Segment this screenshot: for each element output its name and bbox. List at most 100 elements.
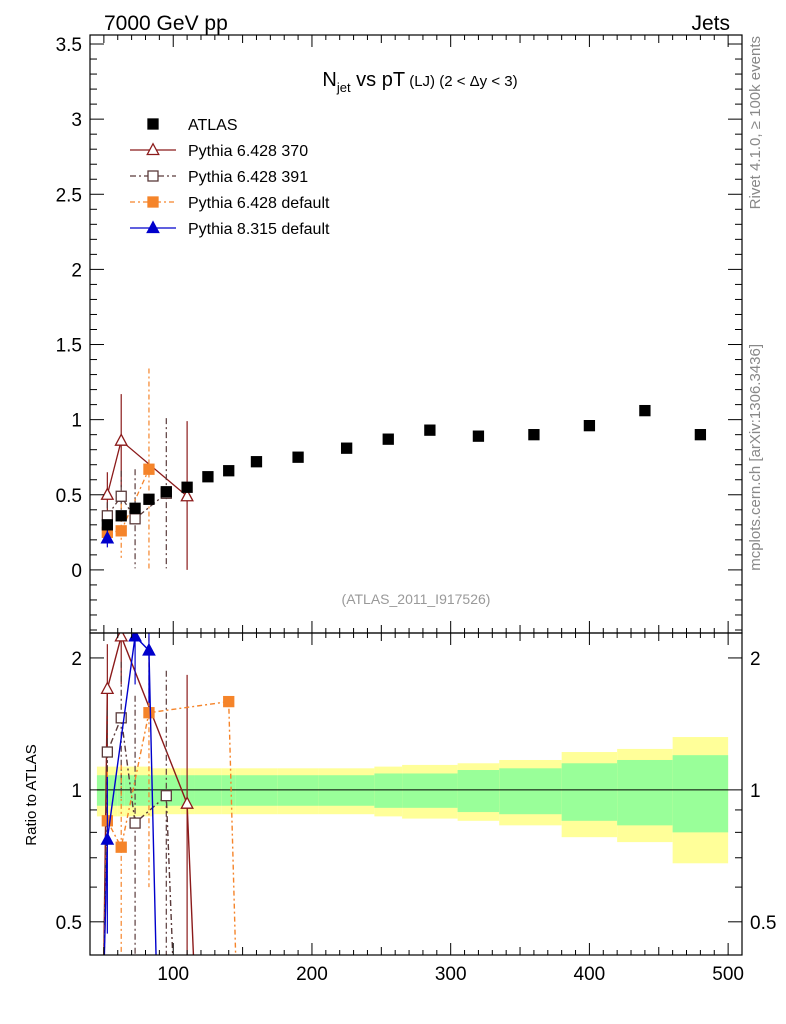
y-tick-label: 1 [71,411,82,432]
legend-label: Pythia 6.428 default [188,195,330,212]
analysis-label: (ATLAS_2011_I917526) [342,591,491,607]
legend-entry: Pythia 6.428 391 [130,169,308,186]
ratio-ticks: 100 200 300 400 500 0.5 0.5 1 1 2 2 [56,633,776,985]
ratio-band-inner [672,755,729,833]
ratio-band-inner [145,775,153,806]
atlas-point [472,430,485,442]
legend-marker [146,142,160,156]
ratio-point-1 [101,746,113,758]
ratio-y-tick-label-right: 2 [750,649,761,670]
ratio-band-inner [617,759,673,826]
legend-label: Pythia 6.428 391 [188,169,308,186]
plot-title-rest: vs pT [351,69,405,91]
ratio-band-inner [277,775,319,806]
atlas-point [115,510,127,522]
atlas-point [223,465,235,477]
series-point-2 [115,525,127,537]
series-point-0 [114,433,129,446]
atlas-point [583,420,596,432]
ratio-point-1 [160,790,172,802]
x-tick-label: 400 [574,964,606,985]
mcplots-label: mcplots.cern.ch [arXiv:1306.3436] [747,344,764,571]
plot-title-main: N [322,69,336,91]
main-marks [100,368,707,570]
legend-label: Pythia 8.315 default [188,221,330,238]
atlas-point [382,433,394,445]
ratio-panel: 100 200 300 400 500 0.5 0.5 1 1 2 2 Ratio to ATLAS [23,632,776,985]
ratio-point-3 [128,633,142,642]
y-tick-label: 3.5 [56,35,82,56]
atlas-point [424,424,436,436]
series-point-0 [180,488,194,502]
atlas-point [143,493,155,505]
ratio-band-inner [561,763,618,821]
series-point-3 [100,530,115,544]
ratio-band-inner [457,770,500,813]
x-tick-label: 200 [296,964,328,985]
rivet-label: Rivet 4.1.0, ≥ 100k events [747,36,764,209]
ratio-y-tick-label: 0.5 [56,913,82,934]
ratio-band-inner [374,773,403,808]
ratio-frame [89,632,743,956]
atlas-point [202,471,214,483]
atlas-point [160,486,172,498]
plot-title: Njet vs pT (LJ) (2 < Δy < 3) [322,69,517,95]
ratio-band-inner [402,773,458,808]
ratio-point-2 [223,695,235,708]
ratio-band-inner [318,775,375,806]
atlas-point [639,404,651,417]
series-point-2 [143,463,155,475]
legend-entry: Pythia 6.428 370 [130,142,308,160]
legend-label: Pythia 6.428 370 [188,143,308,160]
ratio-point-0 [114,633,129,642]
ratio-y-tick-label-right: 1 [750,781,761,802]
legend-marker [147,118,159,130]
header-right: Jets [691,12,730,35]
header-left: 7000 GeV pp [104,12,228,35]
atlas-point [129,502,141,514]
x-tick-label: 100 [157,964,189,985]
ratio-point-2 [115,841,127,853]
ratio-point-1 [115,712,127,724]
x-tick-label: 500 [712,964,744,985]
y-tick-label: 0 [71,561,82,582]
plot-title-note: (LJ) (2 < Δy < 3) [405,73,518,90]
series-line-2 [107,468,150,533]
ratio-line-1 [103,715,174,955]
ratio-point-2 [143,707,155,719]
legend: ATLAS Pythia 6.428 370 Pythia 6.428 391 Pyt… [130,117,330,238]
ratio-point-0 [100,681,115,695]
ratio-band-inner [221,775,236,806]
series-point-0 [100,487,115,500]
legend-marker [147,196,159,208]
ratio-band-inner [194,775,222,806]
legend-entry: Pythia 8.315 default [130,220,330,238]
ratio-y-tick-label: 1 [71,781,82,802]
x-tick-label: 300 [435,964,467,985]
legend-marker [147,170,159,182]
series-line-1 [106,492,167,520]
atlas-point [250,456,263,468]
ratio-ylabel: Ratio to ATLAS [23,744,40,845]
atlas-point [528,429,540,441]
y-tick-label: 2 [71,260,82,281]
ratio-point-1 [129,817,141,829]
series-point-1 [115,490,127,502]
y-tick-label: 0.5 [56,486,82,507]
ratio-point-3 [100,831,115,845]
ratio-y-tick-label-right: 0.5 [750,913,776,934]
series-point-1 [129,513,141,525]
legend-entry: Pythia 6.428 default [130,195,330,212]
plot-title-sub: jet [336,80,351,95]
main-ticks: 0 0.5 1 1.5 2 2.5 3 3.5 [56,35,742,633]
ratio-point-0 [180,796,194,809]
y-tick-label: 1.5 [56,336,82,357]
legend-label: ATLAS [188,117,238,134]
y-tick-label: 3 [71,110,82,131]
main-panel: 0 0.5 1 1.5 2 2.5 3 3.5 Njet vs pT (LJ) (2 < Δy… [56,34,743,634]
legend-marker [146,220,160,234]
atlas-point [181,481,193,493]
atlas-point [101,519,113,531]
ratio-point-3 [142,642,156,656]
